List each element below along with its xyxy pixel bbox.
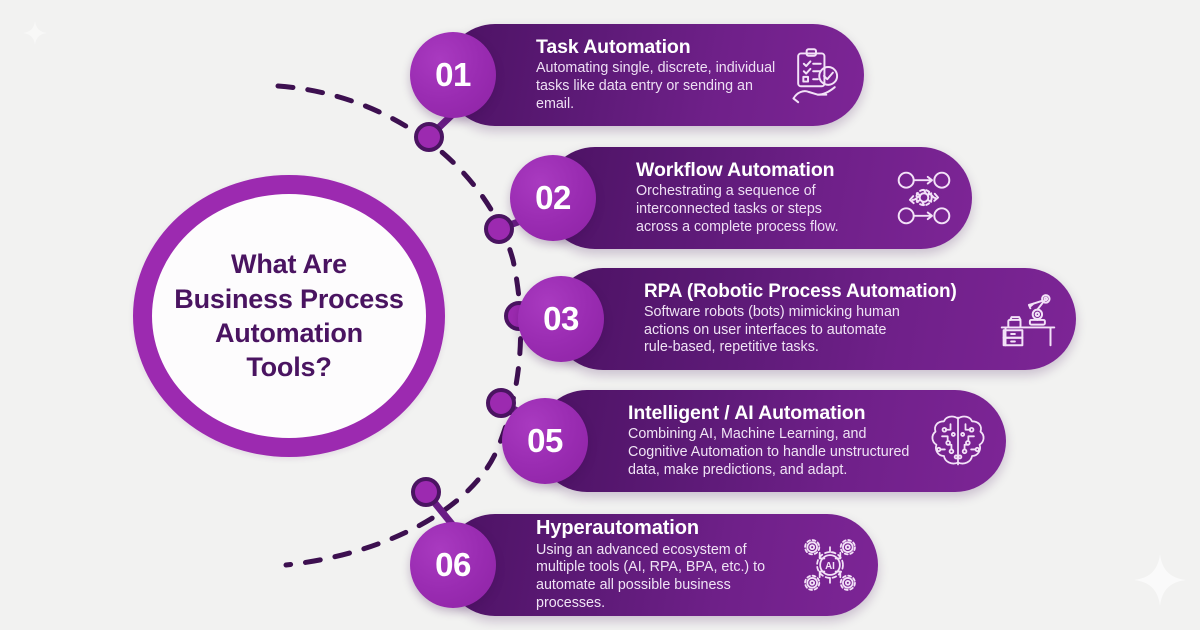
robot-arm-desk-icon bbox=[996, 287, 1060, 351]
step-number-badge-03: 03 bbox=[518, 276, 604, 362]
step-card-05[interactable]: 05 Intelligent / AI Automation Combining… bbox=[502, 390, 1006, 492]
step-number-03: 03 bbox=[543, 300, 579, 337]
step-title-05: Intelligent / AI Automation bbox=[628, 401, 866, 424]
step-number-badge-06: 06 bbox=[410, 522, 496, 608]
step-title-02: Workflow Automation bbox=[636, 158, 835, 181]
step-number-02: 02 bbox=[535, 179, 571, 216]
step-number-06: 06 bbox=[435, 546, 471, 583]
step-card-03[interactable]: 03 RPA (Robotic Process Automation) Soft… bbox=[518, 268, 1076, 370]
step-desc-02: Orchestrating a sequence of interconnect… bbox=[636, 183, 839, 235]
step-title-01: Task Automation bbox=[536, 35, 691, 58]
page-title: What Are Business Process Automation Too… bbox=[174, 249, 404, 383]
step-number-05: 05 bbox=[527, 422, 563, 459]
step-desc-03: Software robots (bots) mimicking human a… bbox=[644, 304, 900, 356]
step-desc-05: Combining AI, Machine Learning, and Cogn… bbox=[628, 426, 910, 478]
step-title-03: RPA (Robotic Process Automation) bbox=[644, 280, 957, 302]
step-desc-06: Using an advanced ecosystem of multiple … bbox=[536, 541, 766, 611]
ai-brain-circuit-icon bbox=[926, 409, 990, 473]
step-number-01: 01 bbox=[435, 56, 471, 93]
step-number-badge-01: 01 bbox=[410, 32, 496, 118]
center-circle: What Are Business Process Automation Too… bbox=[133, 175, 445, 457]
step-card-02[interactable]: 02 Workflow Automation Orchestrating a s… bbox=[510, 147, 972, 249]
ai-gears-network-icon: AI bbox=[798, 533, 862, 597]
workflow-nodes-gear-icon bbox=[892, 166, 956, 230]
step-number-badge-05: 05 bbox=[502, 398, 588, 484]
step-card-06[interactable]: 06 Hyperautomation Using an advanced eco… bbox=[410, 514, 878, 616]
step-desc-01: Automating single, discrete, individual … bbox=[536, 60, 776, 112]
step-title-06: Hyperautomation bbox=[536, 517, 699, 540]
svg-text:AI: AI bbox=[825, 561, 835, 572]
step-card-01[interactable]: 01 Task Automation Automating single, di… bbox=[410, 24, 864, 126]
clipboard-check-hand-icon bbox=[784, 43, 848, 107]
step-number-badge-02: 02 bbox=[510, 155, 596, 241]
